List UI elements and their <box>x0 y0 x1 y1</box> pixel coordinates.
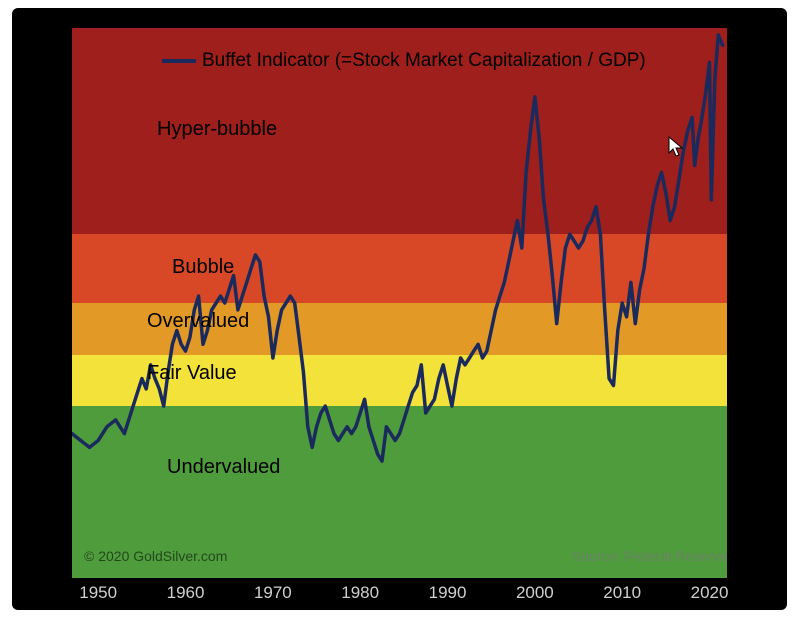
y-tick-right: 60% <box>732 362 780 382</box>
y-tick-left: 120% <box>20 156 68 176</box>
y-tick-left: 20% <box>20 499 68 519</box>
y-tick-left: 100% <box>20 224 68 244</box>
x-tick: 2020 <box>691 583 729 603</box>
band-label: Bubble <box>172 256 234 279</box>
y-tick-left: 60% <box>20 362 68 382</box>
x-tick: 1950 <box>79 583 117 603</box>
y-tick-right: 140% <box>732 87 780 107</box>
y-tick-right: 80% <box>732 293 780 313</box>
y-tick-right: 0% <box>732 568 780 588</box>
band-label: Fair Value <box>147 362 237 385</box>
chart-frame: Buffet Indicator (=Stock Market Capitali… <box>12 8 787 610</box>
y-tick-left: 80% <box>20 293 68 313</box>
y-tick-left: 0% <box>20 568 68 588</box>
x-tick: 1960 <box>167 583 205 603</box>
band-label: Hyper-bubble <box>157 118 277 141</box>
y-tick-right: 40% <box>732 431 780 451</box>
x-tick: 1970 <box>254 583 292 603</box>
plot-area <box>72 28 727 578</box>
band-label: Overvalued <box>147 310 249 333</box>
buffet-indicator-line <box>72 35 723 461</box>
y-tick-right: 100% <box>732 224 780 244</box>
band-label: Undervalued <box>167 456 280 479</box>
series-layer <box>72 28 727 578</box>
copyright-text: © 2020 GoldSilver.com <box>84 548 227 564</box>
x-tick: 1980 <box>341 583 379 603</box>
y-tick-right: 120% <box>732 156 780 176</box>
y-tick-left: 160% <box>20 18 68 38</box>
y-tick-right: 20% <box>732 499 780 519</box>
chart-legend: Buffet Indicator (=Stock Market Capitali… <box>162 50 646 72</box>
y-tick-left: 140% <box>20 87 68 107</box>
y-tick-left: 40% <box>20 431 68 451</box>
legend-swatch <box>162 59 196 63</box>
x-tick: 1990 <box>429 583 467 603</box>
source-text: Source: Federal Reserve <box>572 548 728 564</box>
legend-text: Buffet Indicator (=Stock Market Capitali… <box>202 50 646 72</box>
x-tick: 2000 <box>516 583 554 603</box>
y-tick-right: 160% <box>732 18 780 38</box>
x-tick: 2010 <box>603 583 641 603</box>
